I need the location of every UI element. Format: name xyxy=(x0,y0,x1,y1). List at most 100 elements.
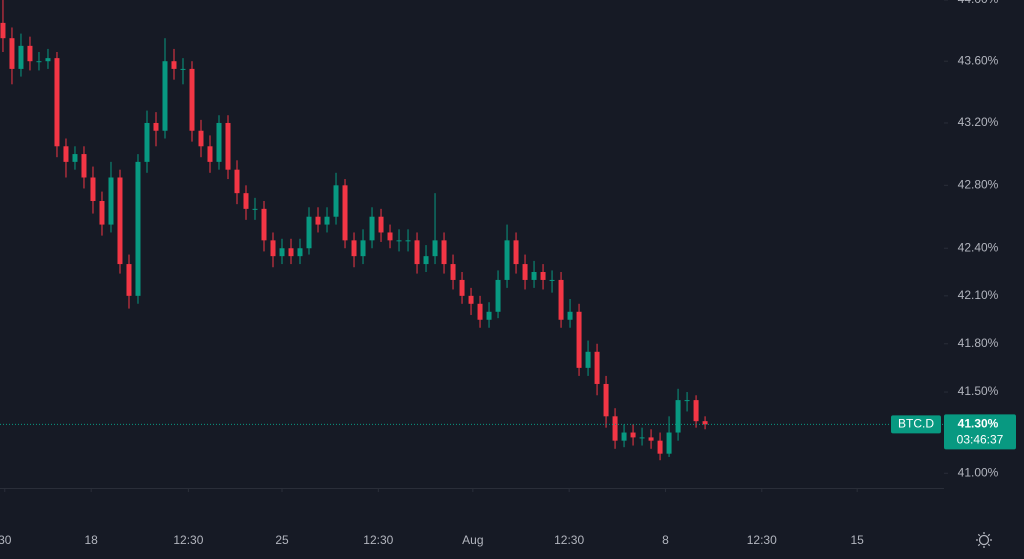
x-tick-label: 12:30 xyxy=(363,533,393,547)
candle-body xyxy=(585,351,591,368)
candle-body xyxy=(495,279,501,312)
y-tick-label: 42.80% xyxy=(958,177,999,191)
candle-body xyxy=(315,216,321,225)
candle-body xyxy=(243,193,249,209)
candle-body xyxy=(216,122,222,162)
x-tick-label: 15 xyxy=(851,533,865,547)
y-tick-label: 42.10% xyxy=(958,288,999,302)
candle-body xyxy=(279,248,285,257)
candle-body xyxy=(45,58,51,62)
candle-body xyxy=(324,216,330,225)
candle-body xyxy=(513,240,519,265)
candle-body xyxy=(306,216,312,249)
candle-body xyxy=(261,208,267,241)
candle-body xyxy=(108,177,114,225)
candle-body xyxy=(180,68,186,70)
candle-body xyxy=(54,58,60,147)
x-tick-label: 8 xyxy=(662,533,669,547)
candle-body xyxy=(117,177,123,265)
candle-body xyxy=(504,240,510,280)
candle-body xyxy=(405,240,411,242)
settings-icon[interactable] xyxy=(976,532,992,548)
candle-body xyxy=(378,216,384,233)
x-tick-label: 30 xyxy=(0,533,12,547)
countdown-label: 03:46:37 xyxy=(957,433,1004,447)
candle-body xyxy=(297,248,303,257)
candle-body xyxy=(27,45,33,62)
y-tick-label: 41.80% xyxy=(958,336,999,350)
candle-body xyxy=(270,240,276,257)
candle-body xyxy=(351,240,357,257)
candle-body xyxy=(198,130,204,147)
candle-body xyxy=(18,45,24,69)
candle-body xyxy=(252,208,258,210)
candle-body xyxy=(630,432,636,438)
candle-body xyxy=(549,279,555,281)
candle-body xyxy=(621,432,627,441)
x-tick-label: 25 xyxy=(275,533,289,547)
candle-body xyxy=(441,240,447,265)
candle-body xyxy=(414,240,420,265)
candle-body xyxy=(540,271,546,280)
candle-body xyxy=(576,311,582,368)
candle-body xyxy=(639,437,645,439)
candle-body xyxy=(99,200,105,225)
candle-body xyxy=(63,146,69,162)
price-label-box xyxy=(944,414,1016,450)
candle-body xyxy=(666,432,672,454)
x-tick-label: Aug xyxy=(462,533,483,547)
y-tick-label: 41.50% xyxy=(958,384,999,398)
candle-body xyxy=(90,177,96,201)
candle-body xyxy=(684,400,690,402)
candle-body xyxy=(702,421,708,425)
candle-body xyxy=(432,240,438,257)
symbol-label: BTC.D xyxy=(898,417,934,431)
candle-body xyxy=(342,185,348,241)
candle-body xyxy=(171,61,177,69)
candle-body xyxy=(333,185,339,217)
candle-body xyxy=(477,303,483,320)
symbol-label-box xyxy=(891,415,941,434)
y-tick-label: 44.00% xyxy=(958,0,999,6)
candle-body xyxy=(693,400,699,422)
y-tick-label: 43.20% xyxy=(958,115,999,129)
candle-body xyxy=(387,232,393,241)
candle-body xyxy=(648,437,654,441)
candle-body xyxy=(369,216,375,241)
candle-body xyxy=(612,416,618,441)
y-tick-label: 43.60% xyxy=(958,53,999,67)
candle-body xyxy=(486,311,492,320)
candle-body xyxy=(594,351,600,384)
candle-body xyxy=(81,154,87,178)
candle-body xyxy=(162,61,168,131)
candle-body xyxy=(558,279,564,320)
candle-body xyxy=(9,38,15,69)
candle-body xyxy=(153,122,159,131)
price-label: 41.30% xyxy=(958,417,999,431)
y-tick-label: 42.40% xyxy=(958,240,999,254)
candle-body xyxy=(0,22,6,39)
candle-body xyxy=(423,256,429,265)
candle-body xyxy=(225,122,231,170)
candle-body xyxy=(657,440,663,454)
x-tick-label: 12:30 xyxy=(554,533,584,547)
y-tick-label: 41.00% xyxy=(958,465,999,479)
candle-body xyxy=(675,400,681,433)
candle-body xyxy=(72,154,78,162)
candle-body xyxy=(360,240,366,257)
candle-body xyxy=(468,295,474,304)
candle-body xyxy=(126,264,132,296)
candle-body xyxy=(135,161,141,296)
x-tick-label: 12:30 xyxy=(173,533,203,547)
candle-body xyxy=(531,271,537,280)
candle-body xyxy=(288,248,294,257)
candle-body xyxy=(459,279,465,296)
x-tick-label: 18 xyxy=(85,533,99,547)
candle-body xyxy=(207,146,213,162)
candle-body xyxy=(396,240,402,242)
candle-body xyxy=(189,68,195,131)
candle-body xyxy=(567,311,573,320)
